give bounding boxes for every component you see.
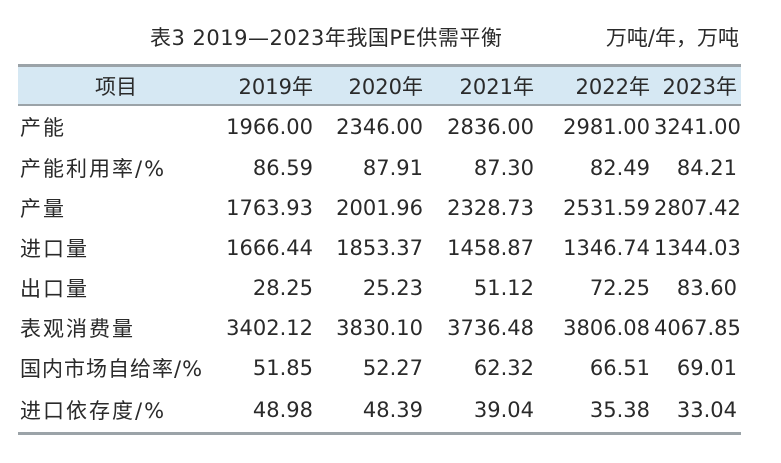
table-cell: 3830.10 bbox=[336, 316, 423, 340]
table-cell: 51.12 bbox=[473, 276, 534, 300]
table-cell: 48.39 bbox=[362, 398, 423, 422]
header-cell-2022: 2022年 bbox=[538, 65, 654, 106]
table-cell: 2836.00 bbox=[447, 115, 534, 139]
table-cell: 83.60 bbox=[676, 276, 737, 300]
unit-label: 万吨/年，万吨 bbox=[605, 26, 739, 50]
table-cell: 48.98 bbox=[252, 398, 313, 422]
table-header: 项目 2019年 2020年 2021年 2022年 2023年 bbox=[18, 65, 741, 106]
table-cell: 2328.73 bbox=[447, 196, 534, 220]
table-cell: 2001.96 bbox=[336, 196, 423, 220]
table-cell: 87.91 bbox=[362, 156, 423, 180]
table-cell: 82.49 bbox=[589, 156, 650, 180]
table-cell: 25.23 bbox=[362, 276, 423, 300]
row-label: 产能利用率/% bbox=[20, 157, 167, 181]
table-cell: 66.51 bbox=[589, 356, 650, 380]
table-row: 国内市场自给率/% 51.85 52.27 62.32 66.51 69.01 bbox=[18, 348, 741, 388]
header-row: 项目 2019年 2020年 2021年 2022年 2023年 bbox=[18, 65, 741, 106]
table-cell: 51.85 bbox=[252, 356, 313, 380]
table-row: 进口量 1666.44 1853.37 1458.87 1346.74 1344… bbox=[18, 228, 741, 268]
table-body: 产能 1966.00 2346.00 2836.00 2981.00 3241.… bbox=[18, 105, 741, 434]
table-row: 产量 1763.93 2001.96 2328.73 2531.59 2807.… bbox=[18, 188, 741, 228]
table-cell: 28.25 bbox=[252, 276, 313, 300]
table-cell: 3241.00 bbox=[654, 115, 741, 139]
header-cell-2021: 2021年 bbox=[427, 65, 538, 106]
table-row: 进口依存度/% 48.98 48.39 39.04 35.38 33.04 bbox=[18, 388, 741, 434]
table-cell: 1344.03 bbox=[654, 236, 741, 260]
table-cell: 2531.59 bbox=[563, 196, 650, 220]
table-cell: 1966.00 bbox=[226, 115, 313, 139]
header-cell-item: 项目 bbox=[18, 65, 214, 106]
table-cell: 1666.44 bbox=[226, 236, 313, 260]
table-cell: 33.04 bbox=[676, 398, 737, 422]
table-cell: 2981.00 bbox=[563, 115, 650, 139]
table-cell: 84.21 bbox=[676, 156, 737, 180]
row-label: 进口依存度/% bbox=[20, 399, 167, 423]
table-cell: 1763.93 bbox=[226, 196, 313, 220]
table-cell: 3402.12 bbox=[226, 316, 313, 340]
table-cell: 86.59 bbox=[252, 156, 313, 180]
table-cell: 3736.48 bbox=[447, 316, 534, 340]
header-cell-2019: 2019年 bbox=[214, 65, 317, 106]
table-cell: 2346.00 bbox=[336, 115, 423, 139]
table-row: 产能利用率/% 86.59 87.91 87.30 82.49 84.21 bbox=[18, 148, 741, 188]
table-cell: 52.27 bbox=[362, 356, 423, 380]
header-cell-2023: 2023年 bbox=[654, 65, 741, 106]
table-cell: 1853.37 bbox=[336, 236, 423, 260]
table-cell: 4067.85 bbox=[654, 316, 741, 340]
table-cell: 35.38 bbox=[589, 398, 650, 422]
table-cell: 2807.42 bbox=[654, 196, 741, 220]
table-cell: 39.04 bbox=[473, 398, 534, 422]
row-label: 表观消费量 bbox=[20, 317, 135, 341]
table-cell: 72.25 bbox=[589, 276, 650, 300]
table-row: 出口量 28.25 25.23 51.12 72.25 83.60 bbox=[18, 268, 741, 308]
table-cell: 1346.74 bbox=[563, 236, 650, 260]
row-label: 产量 bbox=[20, 197, 66, 221]
supply-demand-table: 项目 2019年 2020年 2021年 2022年 2023年 产能 1966… bbox=[18, 64, 741, 435]
table-row: 产能 1966.00 2346.00 2836.00 2981.00 3241.… bbox=[18, 105, 741, 148]
table-cell: 62.32 bbox=[473, 356, 534, 380]
title-line: 表3 2019—2023年我国PE供需平衡 万吨/年，万吨 bbox=[0, 22, 781, 56]
header-cell-2020: 2020年 bbox=[317, 65, 427, 106]
table-cell: 69.01 bbox=[676, 356, 737, 380]
row-label: 出口量 bbox=[20, 277, 89, 301]
table-cell: 1458.87 bbox=[447, 236, 534, 260]
table-title: 表3 2019—2023年我国PE供需平衡 bbox=[150, 26, 503, 50]
table-cell: 87.30 bbox=[473, 156, 534, 180]
row-label: 进口量 bbox=[20, 237, 89, 261]
table-cell: 3806.08 bbox=[563, 316, 650, 340]
row-label: 产能 bbox=[20, 116, 66, 140]
row-label: 国内市场自给率/% bbox=[20, 357, 204, 381]
table-row: 表观消费量 3402.12 3830.10 3736.48 3806.08 40… bbox=[18, 308, 741, 348]
